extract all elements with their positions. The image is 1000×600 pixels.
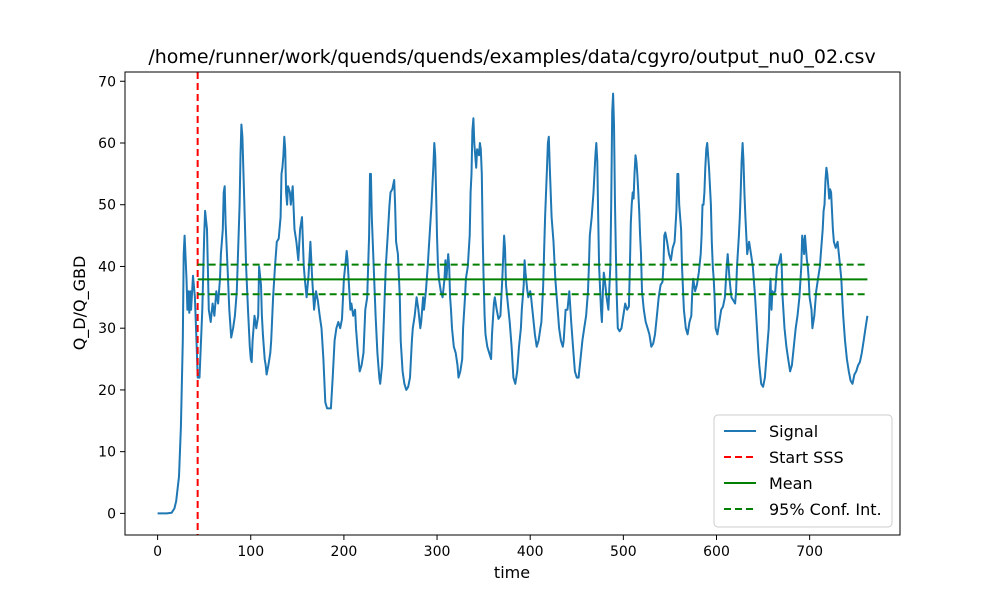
signal-line bbox=[157, 92, 869, 515]
x-tick-label: 700 bbox=[796, 544, 823, 560]
legend-label-conf-int: 95% Conf. Int. bbox=[769, 500, 882, 519]
x-tick-label: 600 bbox=[703, 544, 730, 560]
y-axis: 0 10 20 30 40 50 60 70 bbox=[98, 74, 125, 522]
y-tick-label: 50 bbox=[98, 198, 116, 214]
legend-label-start-sss: Start SSS bbox=[769, 448, 844, 467]
y-tick-label: 40 bbox=[98, 259, 116, 275]
x-tick-label: 0 bbox=[153, 544, 162, 560]
y-tick-label: 0 bbox=[107, 506, 116, 522]
x-tick-label: 200 bbox=[331, 544, 358, 560]
chart-title: /home/runner/work/quends/quends/examples… bbox=[148, 46, 875, 68]
legend-label-mean: Mean bbox=[769, 474, 813, 493]
legend-frame bbox=[713, 414, 893, 528]
legend: Signal Start SSS Mean 95% Conf. Int. bbox=[713, 414, 893, 528]
y-tick-label: 70 bbox=[98, 74, 116, 90]
x-tick-label: 300 bbox=[424, 544, 451, 560]
x-axis: 0 100 200 300 400 500 600 700 bbox=[153, 535, 823, 560]
x-axis-label: time bbox=[494, 563, 530, 582]
x-tick-label: 100 bbox=[237, 544, 264, 560]
legend-label-signal: Signal bbox=[769, 422, 818, 441]
x-tick-label: 400 bbox=[517, 544, 544, 560]
y-tick-label: 30 bbox=[98, 321, 116, 337]
plot-frame bbox=[124, 71, 901, 536]
y-tick-label: 10 bbox=[98, 445, 116, 461]
plot-area bbox=[157, 72, 869, 535]
y-axis-label: Q_D/Q_GBD bbox=[70, 256, 90, 351]
y-tick-label: 20 bbox=[98, 383, 116, 399]
y-tick-label: 60 bbox=[98, 136, 116, 152]
x-tick-label: 500 bbox=[610, 544, 637, 560]
